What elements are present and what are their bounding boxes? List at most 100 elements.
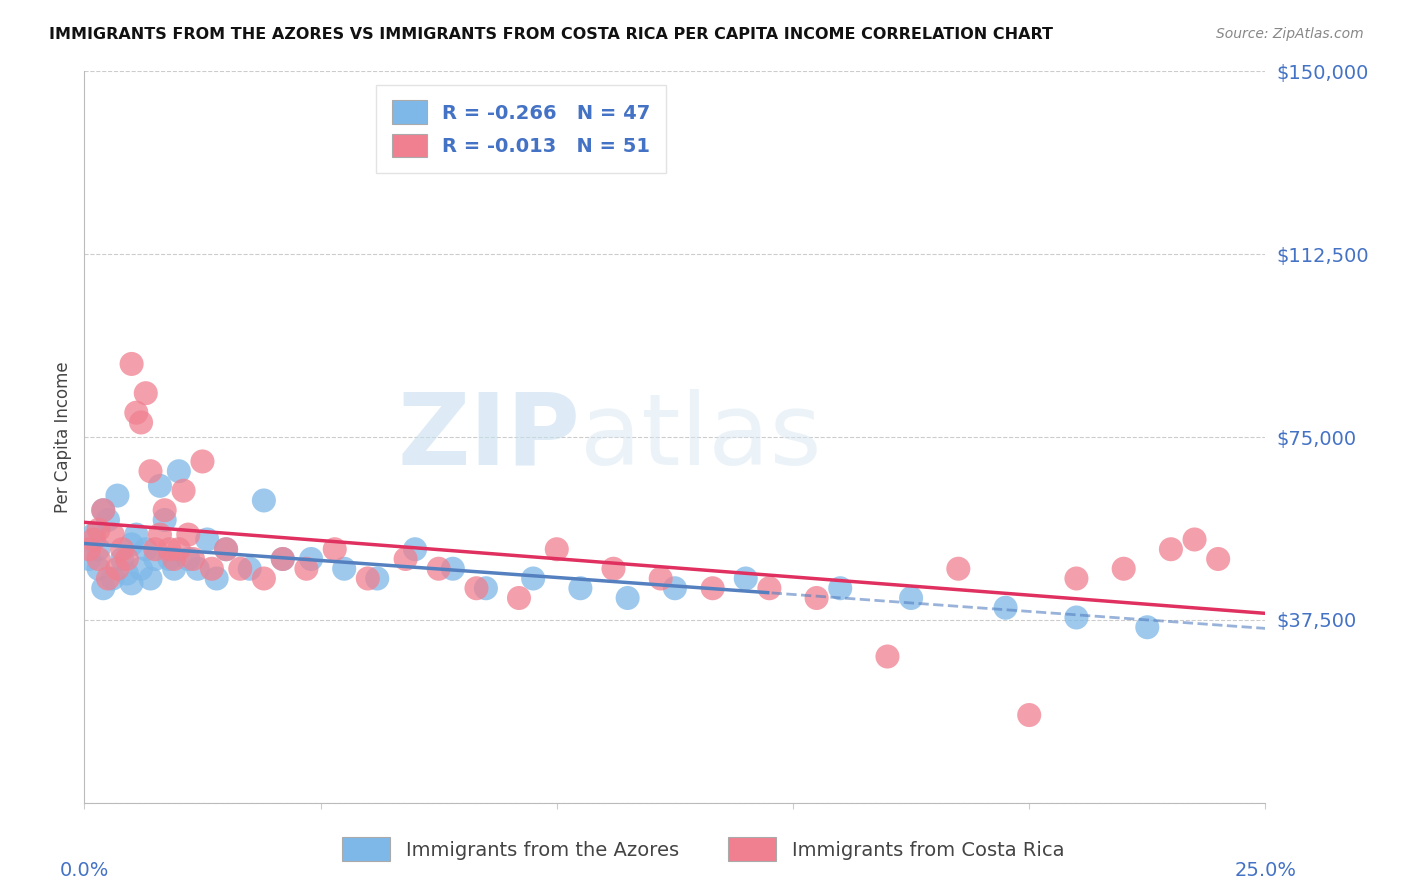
Text: 0.0%: 0.0% — [59, 862, 110, 880]
Legend: R = -0.266   N = 47, R = -0.013   N = 51: R = -0.266 N = 47, R = -0.013 N = 51 — [377, 85, 666, 173]
Point — [139, 572, 162, 586]
Point — [143, 552, 166, 566]
Point — [830, 581, 852, 595]
Point — [125, 406, 148, 420]
Point — [205, 572, 228, 586]
Point — [87, 562, 110, 576]
Point — [806, 591, 828, 605]
Point — [900, 591, 922, 605]
Point — [83, 527, 105, 541]
Point — [427, 562, 450, 576]
Text: Per Capita Income: Per Capita Income — [53, 361, 72, 513]
Point — [195, 533, 218, 547]
Point — [163, 562, 186, 576]
Point — [97, 513, 120, 527]
Point — [323, 542, 346, 557]
Point — [115, 566, 138, 581]
Point — [121, 537, 143, 551]
Point — [163, 552, 186, 566]
Point — [129, 562, 152, 576]
Point — [229, 562, 252, 576]
Point — [149, 479, 172, 493]
Point — [758, 581, 780, 595]
Text: IMMIGRANTS FROM THE AZORES VS IMMIGRANTS FROM COSTA RICA PER CAPITA INCOME CORRE: IMMIGRANTS FROM THE AZORES VS IMMIGRANTS… — [49, 27, 1053, 42]
Point — [143, 542, 166, 557]
Point — [101, 527, 124, 541]
Point — [239, 562, 262, 576]
Point — [1018, 708, 1040, 723]
Point — [394, 552, 416, 566]
Point — [876, 649, 898, 664]
Point — [271, 552, 294, 566]
Point — [602, 562, 624, 576]
Point — [664, 581, 686, 595]
Point — [650, 572, 672, 586]
Point — [167, 542, 190, 557]
Point — [149, 527, 172, 541]
Point — [295, 562, 318, 576]
Point — [139, 464, 162, 478]
Point — [215, 542, 238, 557]
Point — [77, 542, 100, 557]
Point — [1206, 552, 1229, 566]
Point — [616, 591, 638, 605]
Point — [1066, 610, 1088, 624]
Point — [702, 581, 724, 595]
Point — [333, 562, 356, 576]
Point — [129, 416, 152, 430]
Point — [404, 542, 426, 557]
Point — [83, 533, 105, 547]
Point — [271, 552, 294, 566]
Point — [111, 542, 134, 557]
Point — [97, 572, 120, 586]
Point — [115, 552, 138, 566]
Point — [157, 552, 180, 566]
Point — [948, 562, 970, 576]
Point — [135, 542, 157, 557]
Text: ZIP: ZIP — [398, 389, 581, 485]
Point — [201, 562, 224, 576]
Point — [153, 513, 176, 527]
Point — [215, 542, 238, 557]
Point — [1066, 572, 1088, 586]
Point — [101, 572, 124, 586]
Point — [465, 581, 488, 595]
Point — [135, 386, 157, 401]
Point — [734, 572, 756, 586]
Point — [153, 503, 176, 517]
Point — [366, 572, 388, 586]
Point — [508, 591, 530, 605]
Point — [91, 581, 114, 595]
Point — [107, 489, 129, 503]
Point — [177, 527, 200, 541]
Point — [91, 503, 114, 517]
Point — [191, 454, 214, 468]
Point — [1184, 533, 1206, 547]
Point — [121, 576, 143, 591]
Point — [87, 523, 110, 537]
Point — [121, 357, 143, 371]
Point — [107, 562, 129, 576]
Legend: Immigrants from the Azores, Immigrants from Costa Rica: Immigrants from the Azores, Immigrants f… — [335, 830, 1071, 869]
Point — [357, 572, 380, 586]
Point — [299, 552, 322, 566]
Point — [187, 562, 209, 576]
Point — [522, 572, 544, 586]
Point — [87, 552, 110, 566]
Point — [546, 542, 568, 557]
Point — [111, 552, 134, 566]
Text: 25.0%: 25.0% — [1234, 862, 1296, 880]
Point — [1112, 562, 1135, 576]
Point — [441, 562, 464, 576]
Point — [77, 552, 100, 566]
Point — [1136, 620, 1159, 634]
Point — [167, 464, 190, 478]
Point — [91, 503, 114, 517]
Point — [253, 572, 276, 586]
Point — [125, 527, 148, 541]
Text: Source: ZipAtlas.com: Source: ZipAtlas.com — [1216, 27, 1364, 41]
Point — [181, 552, 204, 566]
Point — [157, 542, 180, 557]
Point — [1160, 542, 1182, 557]
Point — [177, 552, 200, 566]
